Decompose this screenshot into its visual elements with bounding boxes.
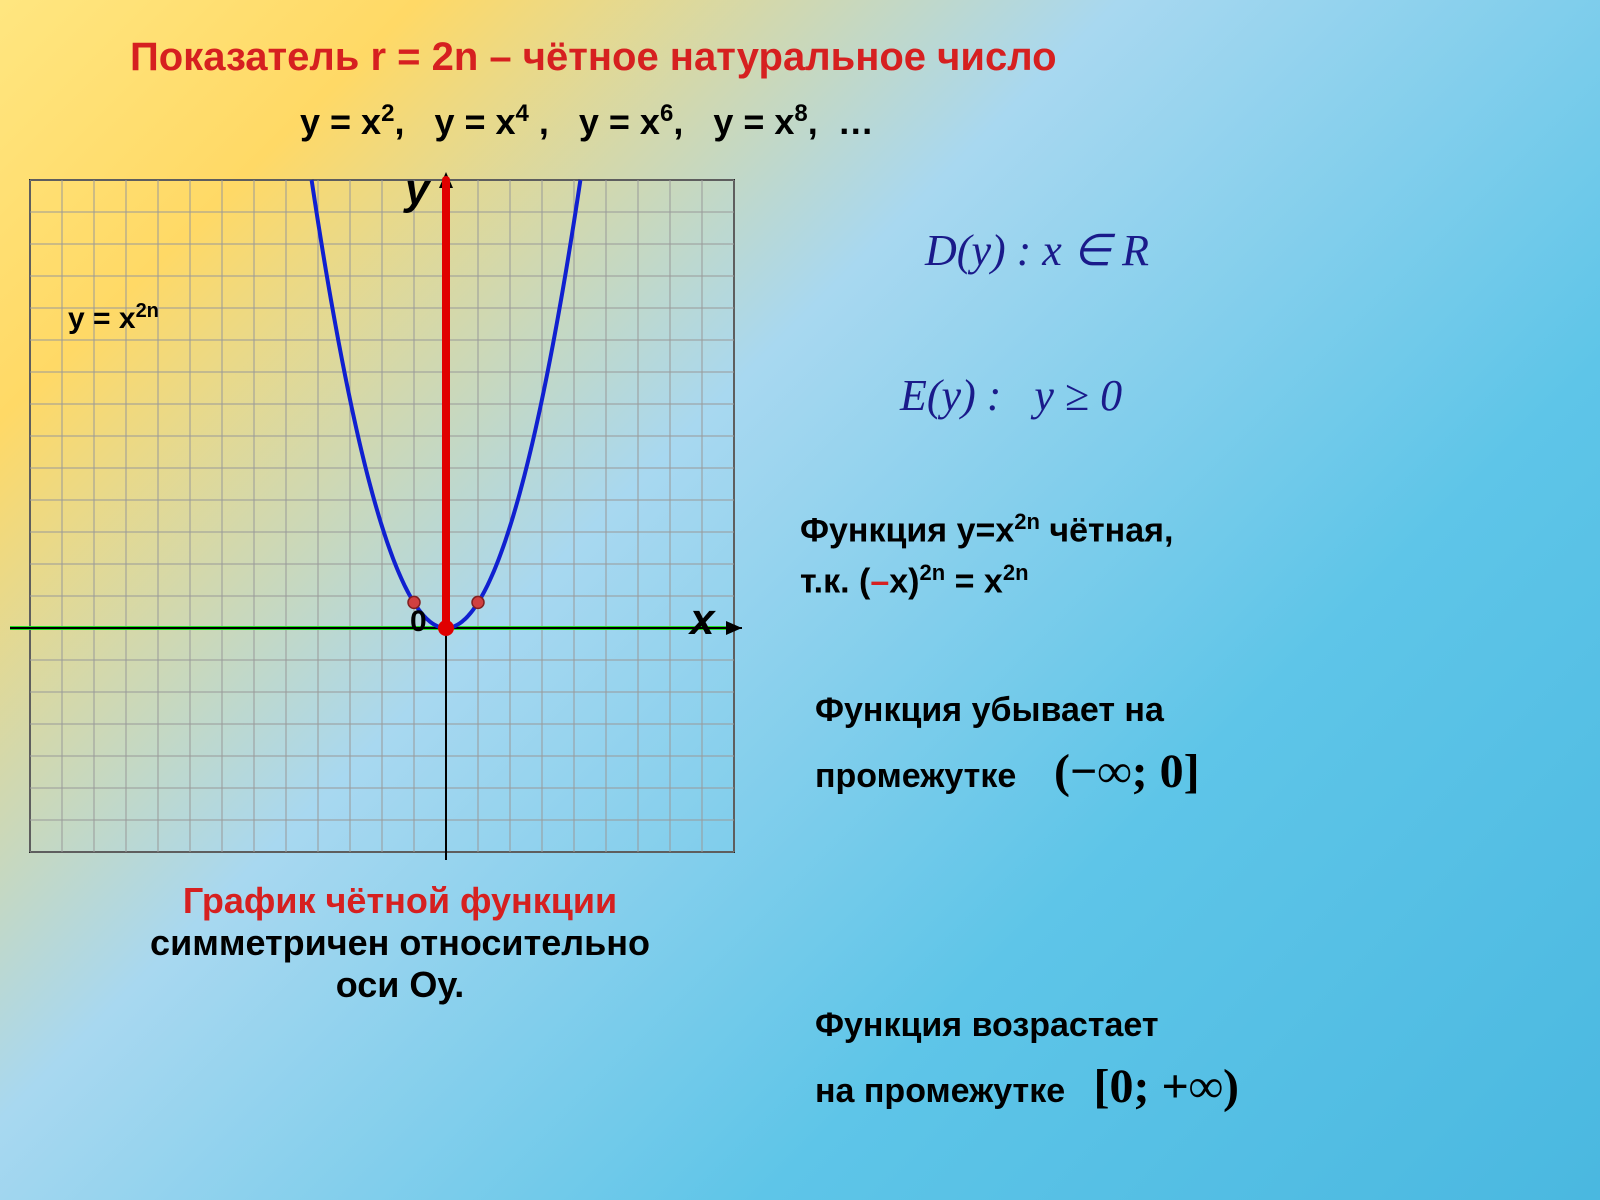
even-line2: т.к. (–х)2n = х2n (800, 556, 1173, 607)
graph-caption: График чётной функции симметричен относи… (80, 880, 720, 1006)
even-line1: Функция у=х2n чётная, (800, 505, 1173, 556)
even-function-statement: Функция у=х2n чётная, т.к. (–х)2n = х2n (800, 505, 1173, 608)
caption-line3: оси Оу. (80, 964, 720, 1006)
graph-container (0, 160, 760, 860)
incr-line2: на промежутке [0; +∞) (815, 1051, 1239, 1123)
domain-formula: D(y) : x ∈ R (925, 225, 1149, 276)
y-axis-label: у (405, 165, 429, 215)
graph-svg (0, 160, 760, 860)
origin-label: 0 (410, 605, 427, 639)
incr-interval: [0; +∞) (1093, 1060, 1239, 1113)
slide-title: Показатель r = 2n – чётное натуральное ч… (130, 35, 1057, 80)
function-label: у = х2n (68, 300, 159, 336)
decr-line1: Функция убывает на (815, 685, 1200, 736)
increasing-statement: Функция возрастает на промежутке [0; +∞) (815, 1000, 1239, 1123)
decr-line2: промежутке (−∞; 0] (815, 736, 1200, 808)
decreasing-statement: Функция убывает на промежутке (−∞; 0] (815, 685, 1200, 808)
caption-line1: График чётной функции (80, 880, 720, 922)
x-axis-label: х (690, 595, 714, 645)
incr-line1: Функция возрастает (815, 1000, 1239, 1051)
decr-interval: (−∞; 0] (1054, 745, 1200, 798)
range-formula: E(y) : y ≥ 0 (900, 370, 1122, 421)
caption-line2: симметричен относительно (80, 922, 720, 964)
power-equations: у = х2, у = х4 , у = х6, у = х8, … (300, 100, 874, 143)
